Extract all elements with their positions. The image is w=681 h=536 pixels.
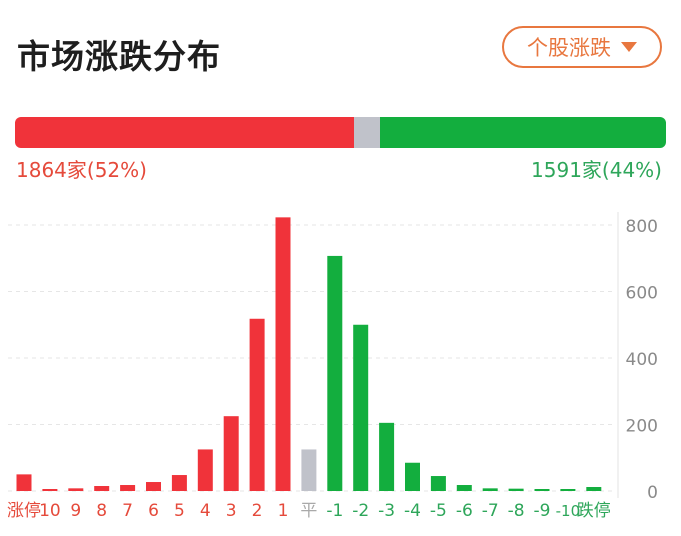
bar-17 (456, 485, 472, 491)
x-tick-label: 9 (70, 501, 81, 521)
y-tick-label: 0 (647, 483, 658, 503)
bar-6 (171, 475, 187, 491)
y-tick-label: 600 (626, 284, 658, 304)
x-tick-label: -7 (482, 501, 499, 521)
bar-22 (586, 487, 602, 491)
bar-4 (120, 485, 136, 491)
ratio-flat-segment (353, 117, 380, 148)
bar-3 (94, 486, 110, 491)
x-tick-label: 跌停 (577, 501, 611, 521)
bar-14 (379, 422, 395, 491)
ratio-down-segment (379, 117, 666, 148)
x-tick-label: 3 (226, 501, 237, 521)
bar-2 (68, 488, 84, 491)
up-down-ratio-bar (15, 117, 666, 148)
y-tick-label: 200 (626, 417, 658, 437)
bar-18 (482, 488, 498, 491)
stock-change-dropdown[interactable]: 个股涨跌 (502, 26, 662, 68)
bar-0 (16, 474, 32, 491)
bar-12 (327, 255, 343, 491)
y-tick-label: 800 (626, 217, 658, 237)
bar-20 (534, 489, 550, 491)
bar-11 (301, 449, 317, 491)
bar-15 (405, 462, 420, 491)
down-count-label: 1591家(44%) (531, 158, 662, 182)
x-tick-label: -2 (352, 501, 369, 521)
caret-down-icon (621, 42, 637, 52)
x-tick-label: -5 (430, 501, 447, 521)
x-tick-label: 8 (96, 501, 107, 521)
x-tick-label: -8 (508, 501, 525, 521)
bar-7 (197, 449, 213, 491)
bar-8 (223, 416, 239, 491)
x-tick-label: 5 (174, 501, 185, 521)
x-tick-label: 平 (300, 501, 317, 521)
x-tick-label: -10 (556, 502, 581, 520)
x-tick-label: 1 (278, 501, 289, 521)
x-tick-label: -6 (456, 501, 473, 521)
bar-9 (249, 318, 265, 491)
dropdown-label: 个股涨跌 (527, 36, 611, 60)
bar-10 (275, 217, 291, 492)
bar-13 (353, 324, 369, 491)
x-tick-label: -4 (404, 501, 421, 521)
x-tick-label: -3 (378, 501, 395, 521)
x-tick-label: 涨停 (7, 501, 41, 521)
bar-1 (42, 489, 58, 491)
bar-19 (508, 488, 524, 491)
x-tick-label: -9 (534, 501, 551, 521)
x-tick-label: 7 (122, 501, 133, 521)
x-tick-label: 10 (39, 501, 61, 521)
page-title: 市场涨跌分布 (17, 37, 221, 76)
ratio-up-segment (15, 117, 354, 148)
bar-21 (560, 489, 576, 491)
x-tick-label: -1 (326, 501, 343, 521)
x-tick-label: 6 (148, 501, 159, 521)
x-tick-label: 2 (252, 501, 263, 521)
bar-5 (146, 482, 161, 491)
y-tick-label: 400 (626, 350, 658, 370)
up-count-label: 1864家(52%) (16, 158, 147, 182)
x-tick-label: 4 (200, 501, 211, 521)
bar-16 (430, 476, 446, 491)
